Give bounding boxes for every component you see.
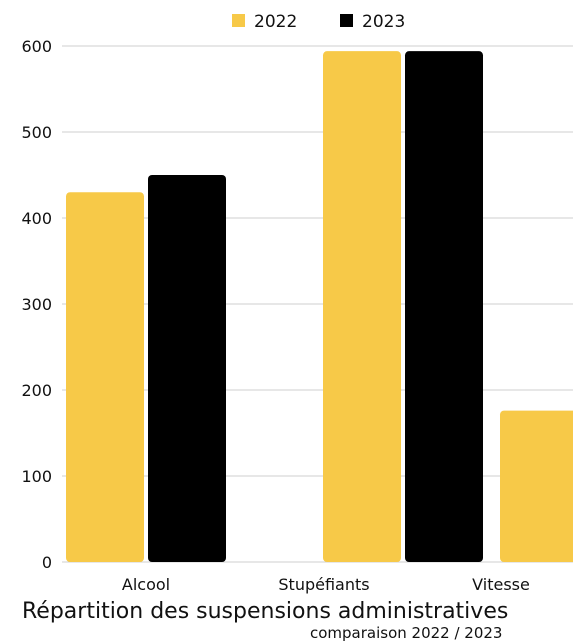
- bar-alcool-2023: [148, 175, 226, 562]
- x-category-label: Vitesse: [472, 575, 530, 594]
- bar-stupéfiants-2022: [323, 51, 401, 562]
- legend: 2022 2023: [232, 12, 405, 32]
- y-tick-label: 100: [21, 467, 52, 486]
- legend-swatch-2023: [340, 14, 353, 27]
- y-axis-ticks: 0 100 200 300 400 500 600: [21, 37, 52, 572]
- bar-vitesse-2022: [500, 410, 573, 562]
- x-category-label: Stupéfiants: [278, 575, 369, 594]
- bars: [66, 51, 573, 562]
- y-tick-label: 300: [21, 295, 52, 314]
- y-tick-label: 600: [21, 37, 52, 56]
- y-tick-label: 0: [42, 553, 52, 572]
- y-tick-label: 200: [21, 381, 52, 400]
- chart-subtitle: comparaison 2022 / 2023: [310, 624, 502, 642]
- legend-label: 2022: [254, 12, 297, 32]
- x-category-label: Alcool: [122, 575, 170, 594]
- x-axis-categories: Alcool Stupéfiants Vitesse: [122, 575, 530, 594]
- bar-stupéfiants-2023: [405, 51, 483, 562]
- bar-alcool-2022: [66, 192, 144, 562]
- chart-title: Répartition des suspensions administrati…: [22, 599, 508, 624]
- legend-swatch-2022: [232, 14, 245, 27]
- y-tick-label: 400: [21, 209, 52, 228]
- legend-label: 2023: [362, 12, 405, 32]
- y-tick-label: 500: [21, 123, 52, 142]
- gridlines: [62, 45, 573, 563]
